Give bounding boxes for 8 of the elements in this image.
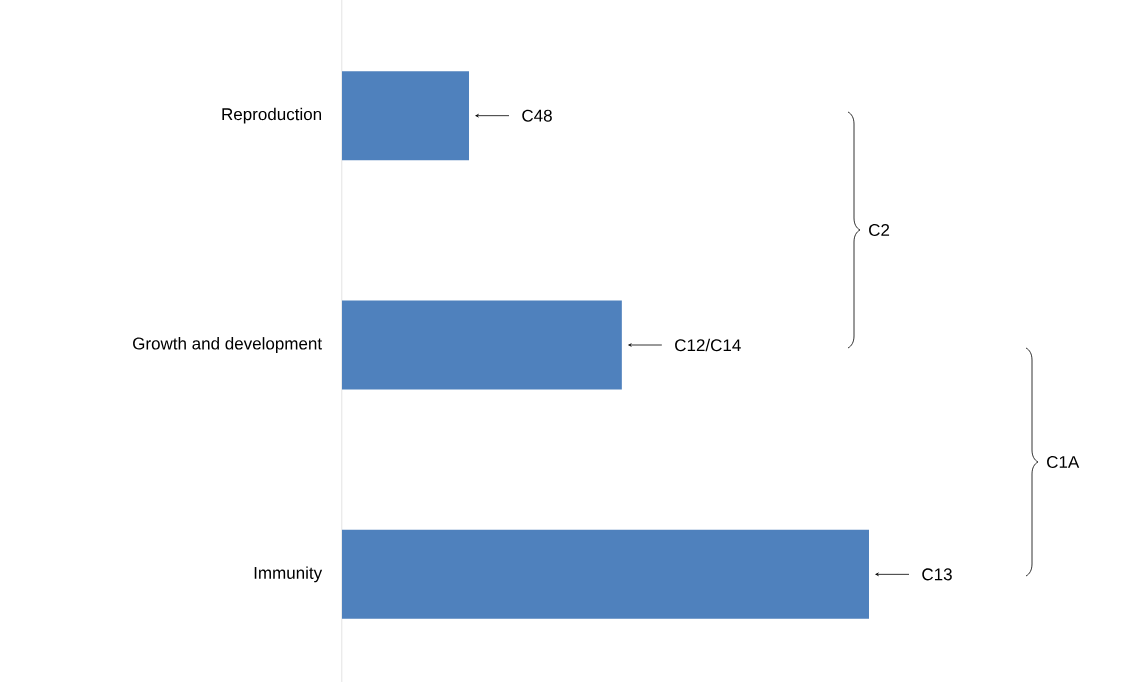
annotation: C12/C14 <box>675 338 741 352</box>
text: C2 <box>869 223 890 237</box>
y-tick-label: Reproduction <box>222 107 322 124</box>
annotation: C48 <box>522 109 552 122</box>
y-tick-label: Growth and development <box>133 337 322 353</box>
annotation: C13 <box>922 568 952 581</box>
y-tick-label: Immunity <box>254 566 323 583</box>
text: C1A <box>1047 455 1080 469</box>
